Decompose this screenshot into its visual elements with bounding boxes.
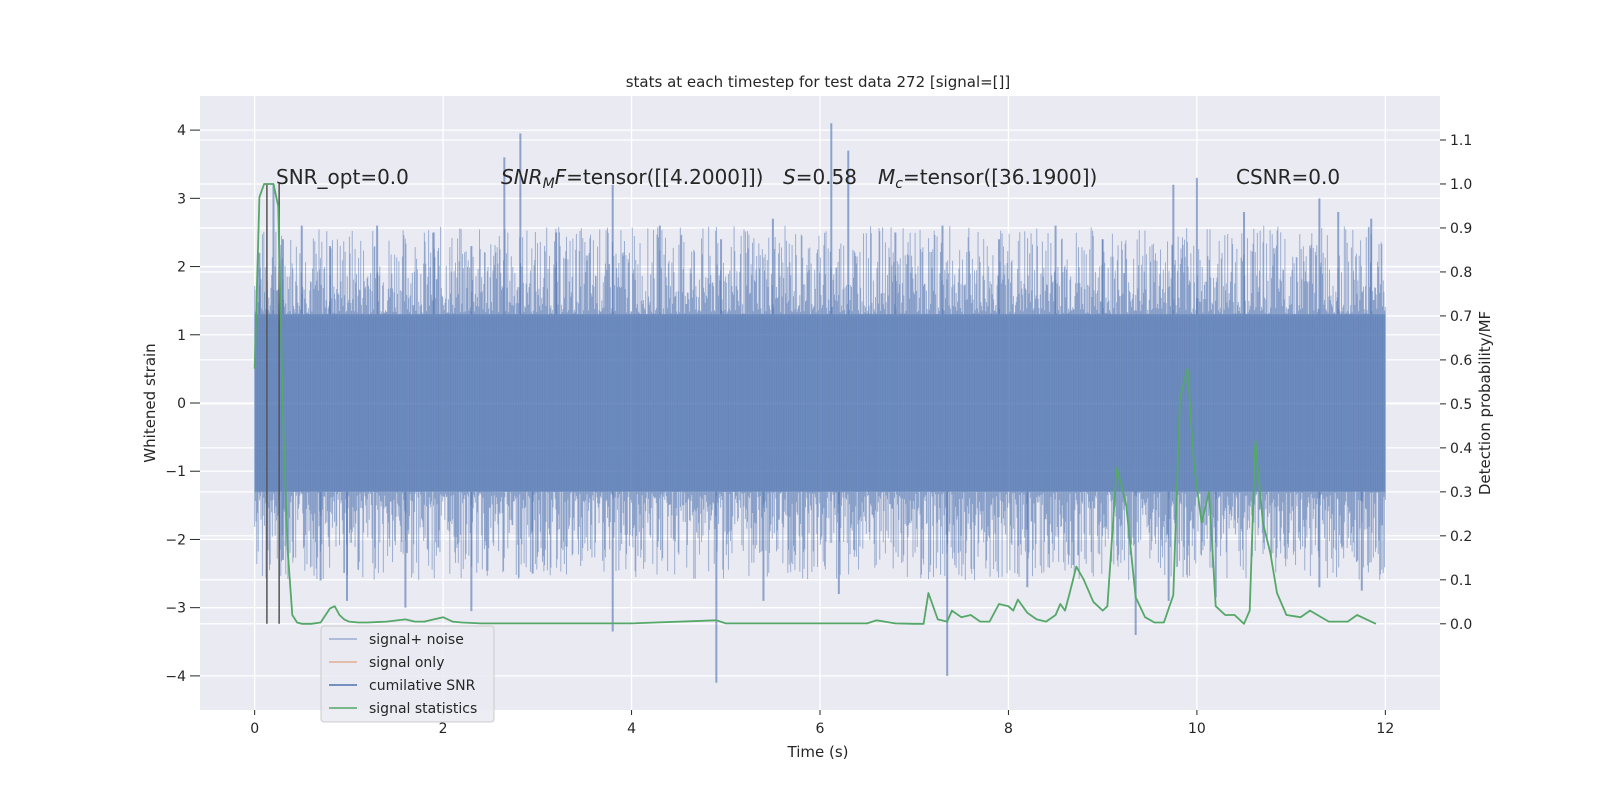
- y-axis-left-label: Whitened strain: [141, 343, 159, 462]
- annotation-snr-mf: SNRMF=tensor([[4.2000]]): [501, 165, 763, 192]
- x-tick-label-2: 4: [627, 721, 636, 737]
- y-axis-left-ticks: 4 3 2 1 0 −1 −2 −3 −4: [165, 123, 200, 685]
- y-right-tick-label-9: 0.2: [1450, 529, 1472, 545]
- y-axis-right-label: Detection probability/MF: [1476, 311, 1494, 495]
- legend-label-signal-statistics: signal statistics: [369, 701, 477, 717]
- y-right-tick-label-6: 0.5: [1450, 397, 1472, 413]
- legend-label-signal-only: signal only: [369, 655, 444, 671]
- annotation-s: S=0.58: [783, 165, 857, 189]
- y-right-tick-label-7: 0.4: [1450, 441, 1472, 457]
- annotation-csnr: CSNR=0.0: [1236, 165, 1340, 189]
- legend-label-signal-noise: signal+ noise: [369, 632, 464, 648]
- y-right-tick-label-2: 0.9: [1450, 221, 1472, 237]
- x-tick-label-0: 0: [250, 721, 259, 737]
- y-axis-right-ticks: 1.1 1.0 0.9 0.8 0.7 0.6 0.5 0.4 0.3 0.2 0.1 0.0: [1440, 133, 1472, 633]
- x-axis-label: Time (s): [787, 743, 849, 761]
- x-tick-label-1: 2: [439, 721, 448, 737]
- y-left-tick-label-3: 1: [177, 328, 186, 344]
- legend-label-cumulative-snr: cumilative SNR: [369, 678, 476, 694]
- x-tick-label-5: 10: [1188, 721, 1206, 737]
- x-tick-label-3: 6: [816, 721, 825, 737]
- annotation-mc: Mc=tensor([36.1900]): [878, 165, 1097, 192]
- signal-statistics-line: [253, 183, 1377, 625]
- y-right-tick-label-11: 0.0: [1450, 617, 1472, 633]
- legend-box: [320, 625, 495, 723]
- y-right-tick-label-4: 0.7: [1450, 309, 1472, 325]
- y-right-tick-label-0: 1.1: [1450, 133, 1472, 149]
- legend: signal+ noise signal only cumilative SNR…: [320, 625, 495, 723]
- signal-noise-series: [254, 123, 1386, 683]
- annotation-snr-opt: SNR_opt=0.0: [276, 165, 409, 189]
- y-left-tick-label-4: 0: [177, 396, 186, 412]
- y-right-tick-label-5: 0.6: [1450, 353, 1472, 369]
- y-right-tick-label-3: 0.8: [1450, 265, 1472, 281]
- y-left-tick-label-5: −1: [165, 464, 186, 480]
- y-right-tick-label-10: 0.1: [1450, 573, 1472, 589]
- y-left-tick-label-2: 2: [177, 260, 186, 276]
- y-left-tick-label-8: −4: [165, 669, 186, 685]
- chart-title: stats at each timestep for test data 272…: [626, 73, 1011, 91]
- y-left-tick-label-6: −2: [165, 532, 186, 548]
- y-left-tick-label-1: 3: [177, 191, 186, 207]
- signal-statistics-series: [253, 183, 1377, 625]
- y-left-tick-label-7: −3: [165, 601, 186, 617]
- y-right-tick-label-1: 1.0: [1450, 177, 1472, 193]
- x-tick-label-6: 12: [1376, 721, 1394, 737]
- y-left-tick-label-0: 4: [177, 123, 186, 139]
- x-tick-label-4: 8: [1004, 721, 1013, 737]
- x-axis-ticks: 0 2 4 6 8 10 12: [250, 710, 1394, 737]
- y-right-tick-label-8: 0.3: [1450, 485, 1472, 501]
